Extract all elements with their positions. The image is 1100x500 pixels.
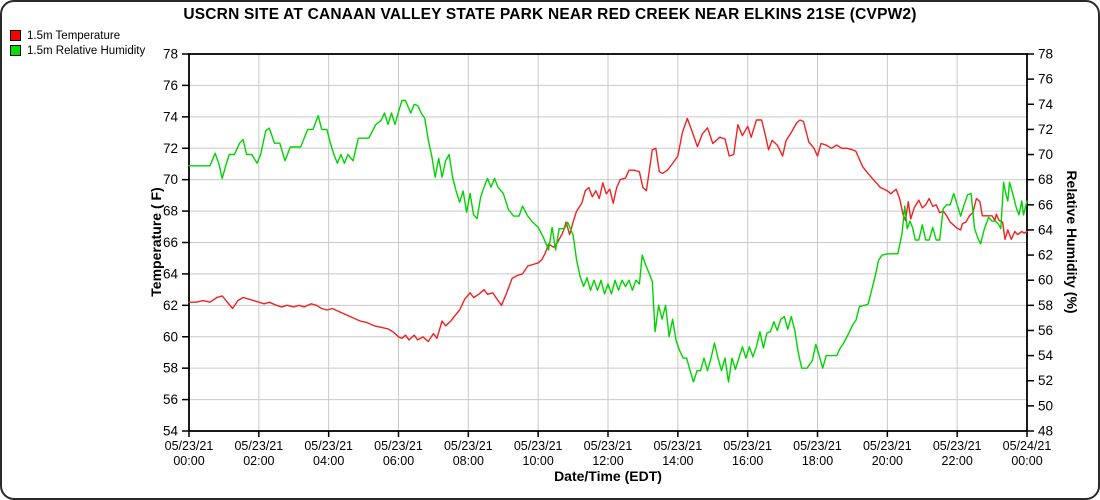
- chart-title: USCRN SITE AT CANAAN VALLEY STATE PARK N…: [183, 6, 917, 23]
- x-tick-time-label: 00:00: [1011, 454, 1042, 468]
- y-right-tick-label: 68: [1038, 172, 1053, 187]
- y-left-tick-label: 58: [163, 361, 178, 376]
- x-tick-time-label: 22:00: [942, 454, 973, 468]
- series-line-humidity: [188, 99, 1028, 383]
- y-right-tick-label: 62: [1038, 248, 1053, 263]
- y-right-tick-label: 66: [1038, 197, 1053, 212]
- x-tick-time-label: 08:00: [453, 454, 484, 468]
- y-right-tick-label: 50: [1038, 398, 1053, 413]
- y-left-tick-label: 56: [163, 392, 178, 407]
- y-right-tick-label: 52: [1038, 373, 1053, 388]
- x-tick-date-label: 05/23/21: [514, 439, 563, 453]
- y-left-tick-label: 74: [163, 109, 179, 124]
- y-right-tick-label: 64: [1038, 222, 1054, 237]
- x-tick-date-label: 05/23/21: [793, 439, 842, 453]
- y-right-tick-label: 54: [1038, 348, 1054, 363]
- y-right-tick-label: 76: [1038, 72, 1053, 87]
- x-tick-time-label: 10:00: [523, 454, 554, 468]
- x-tick-date-label: 05/23/21: [933, 439, 982, 453]
- x-tick-date-label: 05/24/21: [1003, 439, 1052, 453]
- legend-label-temperature: 1.5m Temperature: [27, 29, 121, 42]
- x-axis-title: Date/Time (EDT): [554, 468, 662, 484]
- legend-item-humidity: 1.5m Relative Humidity: [10, 43, 145, 58]
- x-tick-time-label: 00:00: [173, 454, 204, 468]
- x-tick-date-label: 05/23/21: [584, 439, 633, 453]
- x-tick-time-label: 20:00: [872, 454, 903, 468]
- y-left-tick-label: 54: [163, 424, 179, 439]
- y-right-tick-label: 72: [1038, 122, 1053, 137]
- y-left-tick-label: 64: [163, 266, 179, 281]
- y-right-tick-label: 74: [1038, 97, 1054, 112]
- y-right-tick-label: 58: [1038, 298, 1053, 313]
- x-tick-date-label: 05/23/21: [234, 439, 283, 453]
- x-tick-date-label: 05/23/21: [653, 439, 702, 453]
- y-right-tick-label: 70: [1038, 147, 1053, 162]
- x-tick-time-label: 06:00: [383, 454, 414, 468]
- legend-label-humidity: 1.5m Relative Humidity: [27, 44, 146, 57]
- x-tick-time-label: 04:00: [313, 454, 344, 468]
- x-tick-date-label: 05/23/21: [444, 439, 493, 453]
- legend-item-temperature: 1.5m Temperature: [10, 28, 145, 43]
- x-tick-time-label: 02:00: [243, 454, 274, 468]
- legend: 1.5m Temperature 1.5m Relative Humidity: [10, 28, 145, 58]
- temperature-swatch-icon: [10, 30, 21, 41]
- x-tick-time-label: 18:00: [802, 454, 833, 468]
- x-tick-time-label: 14:00: [662, 454, 693, 468]
- x-tick-time-label: 16:00: [732, 454, 763, 468]
- humidity-swatch-icon: [10, 45, 21, 56]
- y-left-tick-label: 66: [163, 235, 178, 250]
- y-left-tick-label: 78: [163, 47, 178, 62]
- series-line-temperature: [188, 117, 1028, 343]
- y-right-tick-label: 60: [1038, 273, 1053, 288]
- x-tick-date-label: 05/23/21: [304, 439, 353, 453]
- x-tick-time-label: 12:00: [592, 454, 623, 468]
- y-left-tick-label: 62: [163, 298, 178, 313]
- y-left-tick-label: 72: [163, 141, 178, 156]
- x-tick-date-label: 05/23/21: [863, 439, 912, 453]
- y-right-tick-label: 56: [1038, 323, 1053, 338]
- x-tick-date-label: 05/23/21: [165, 439, 214, 453]
- y-right-tick-label: 48: [1038, 424, 1053, 439]
- x-tick-date-label: 05/23/21: [374, 439, 423, 453]
- y-right-tick-label: 78: [1038, 47, 1053, 62]
- y-left-tick-label: 70: [163, 172, 178, 187]
- y-left-tick-label: 60: [163, 329, 178, 344]
- y-left-tick-label: 76: [163, 78, 178, 93]
- y-left-tick-label: 68: [163, 204, 178, 219]
- x-tick-date-label: 05/23/21: [723, 439, 772, 453]
